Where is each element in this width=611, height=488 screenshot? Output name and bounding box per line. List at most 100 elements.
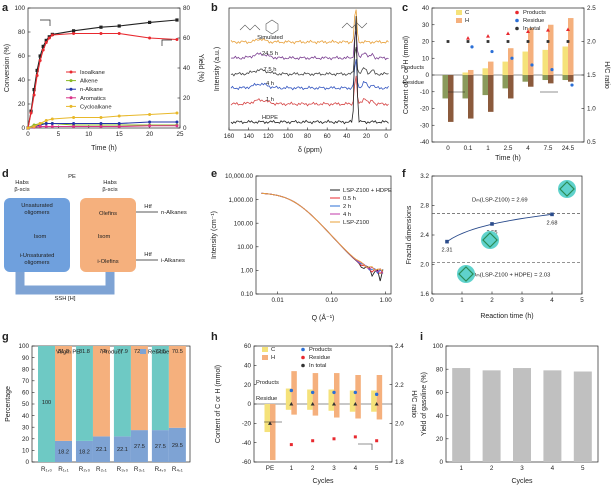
a-series-line-4 <box>27 125 177 129</box>
c-xtick-label-3: 2.5 <box>504 145 513 152</box>
g-xtick-label-2: R₂,₀ <box>79 466 91 473</box>
a-point-5-1 <box>32 125 36 128</box>
h-bar-h-residue-4 <box>355 404 361 419</box>
d-unsaturated-box <box>4 198 70 272</box>
d-olefins-label: Olefins <box>99 211 117 217</box>
g-ytick-label-0: 0 <box>25 459 29 466</box>
g-data-label-residue-5: 27.5 <box>134 444 145 450</box>
h-bar-h-products-4 <box>355 375 361 404</box>
f-xtick-label-0: 0 <box>430 297 434 304</box>
c-bar-h-products-4 <box>528 28 534 76</box>
g-data-label-residue-3: 22.1 <box>96 447 107 453</box>
h2-ytick-label-3: 2.4 <box>395 343 404 350</box>
b-trace-label-1: 24.5 h <box>262 51 278 57</box>
panel-label-b: b <box>211 2 218 14</box>
c-ytick-label-7: 30 <box>422 22 430 29</box>
b-trace-label-3: 4 h <box>266 81 274 87</box>
y2-axis-label-c: H/C ratio <box>603 61 610 89</box>
a-point-0-5 <box>41 44 45 48</box>
panel-label-a: a <box>2 2 9 14</box>
h-legend-label-0: C <box>271 347 275 353</box>
d-habs-right: Habs β-scis <box>102 180 117 193</box>
b-xtick-label-7: 20 <box>363 133 371 140</box>
b-trace-0 <box>230 9 389 45</box>
f-xtick-label-5: 5 <box>580 297 584 304</box>
c-bar-c-residue-0 <box>442 75 448 99</box>
e-series-line-1 <box>261 192 384 274</box>
g-bar-2-2 <box>75 440 93 462</box>
a-point-4-7 <box>117 125 121 128</box>
g-data-label-residue-2: 18.2 <box>79 449 90 455</box>
h-ytick-label-2: -20 <box>242 421 252 428</box>
a-legend-marker-2 <box>69 87 73 91</box>
a-xtick-label-1: 5 <box>57 131 61 138</box>
f-ytick-label-2: 2.4 <box>420 232 429 239</box>
h-bar-c-residue-4 <box>349 404 356 412</box>
c-bar-h-residue-3 <box>508 75 514 99</box>
h-bar-c-products-1 <box>285 388 292 404</box>
h-bar-c-residue-2 <box>307 404 313 410</box>
h-bar-h-residue-3 <box>334 404 340 418</box>
g-ytick-label-8: 80 <box>22 366 30 373</box>
a-point-1-1 <box>29 111 33 115</box>
i-ytick-label-0: 0 <box>439 459 443 466</box>
g-bar-2-4 <box>113 436 131 462</box>
f-point-label-0: 2.31 <box>442 248 453 254</box>
b-trace-label-0: Simulated <box>257 35 283 41</box>
x-axis-label-f: Reaction time (h) <box>480 313 533 320</box>
g-ytick-label-7: 70 <box>22 378 30 385</box>
g-legend-label-2: Residue <box>148 350 169 356</box>
c-point-products-5 <box>546 28 550 32</box>
panel-f: f Reaction time (h) Fractal dimensions 0… <box>402 168 584 320</box>
plot-frame-b <box>228 7 392 131</box>
g-data-label-residue-4: 22.1 <box>117 447 128 453</box>
g-legend-swatch-2 <box>140 349 146 354</box>
c-point-products-4 <box>526 29 530 33</box>
a2-ytick-label-1: 20 <box>183 95 191 102</box>
f-point-2 <box>550 212 554 217</box>
c-bar-c-products-3 <box>502 61 508 75</box>
i-bar-3 <box>543 370 562 462</box>
d-isom-left: Isom <box>34 234 47 240</box>
a-point-5-2 <box>38 122 42 125</box>
x-axis-label-b: δ (ppm) <box>298 147 322 154</box>
c-point-total-0 <box>446 40 450 43</box>
g-xtick-label-4: R₃,₀ <box>117 466 129 473</box>
a-ytick-label-1: 20 <box>18 101 26 108</box>
c-xtick-label-0: 0 <box>446 145 450 152</box>
g-bar-1-7 <box>168 346 186 428</box>
h-point-residue-3 <box>332 437 336 441</box>
b-trace-label-4: 1 h <box>266 97 274 103</box>
a-point-4-8 <box>148 124 152 128</box>
h-bar-h-residue-2 <box>312 404 319 416</box>
a-legend-label-1: Alkene <box>80 79 98 85</box>
a-ytick-label-2: 40 <box>18 77 26 84</box>
h-point-total-1 <box>289 402 294 406</box>
h2-ytick-label-0: 1.8 <box>395 459 404 466</box>
h-legend-label-3: Residue <box>309 355 330 361</box>
c-bar-c-products-2 <box>482 68 488 75</box>
a-ytick-label-0: 0 <box>21 125 25 132</box>
c-point-residue-6 <box>570 83 574 87</box>
f-zeolite-frame-1 <box>482 232 498 248</box>
c-ytick-label-6: 20 <box>422 39 430 46</box>
h-region-label-products: Products <box>256 380 279 386</box>
c-legend-label-4: In total <box>523 26 540 32</box>
e-xtick-label-1: 0.10 <box>325 297 338 304</box>
h-bar-c-residue-1 <box>285 404 292 410</box>
d-pe-label: PE <box>68 174 76 180</box>
i-bar-1 <box>482 370 501 462</box>
c-bar-h-residue-4 <box>528 75 534 87</box>
i-xtick-label-1: 2 <box>490 465 494 472</box>
a-point-3-3 <box>44 122 48 125</box>
a-ytick-label-4: 80 <box>18 29 26 36</box>
a-point-1-8 <box>50 33 54 37</box>
f-zeolite-icon-0 <box>558 180 576 198</box>
c-legend-swatch-1 <box>456 18 462 23</box>
a-point-1-4 <box>38 59 42 62</box>
panel-label-c: c <box>402 2 408 14</box>
g-legend-label-0: Virgin PE <box>56 350 80 356</box>
e-legend-label-1: 0.5 h <box>343 196 356 202</box>
c-bar-c-residue-1 <box>462 75 468 99</box>
